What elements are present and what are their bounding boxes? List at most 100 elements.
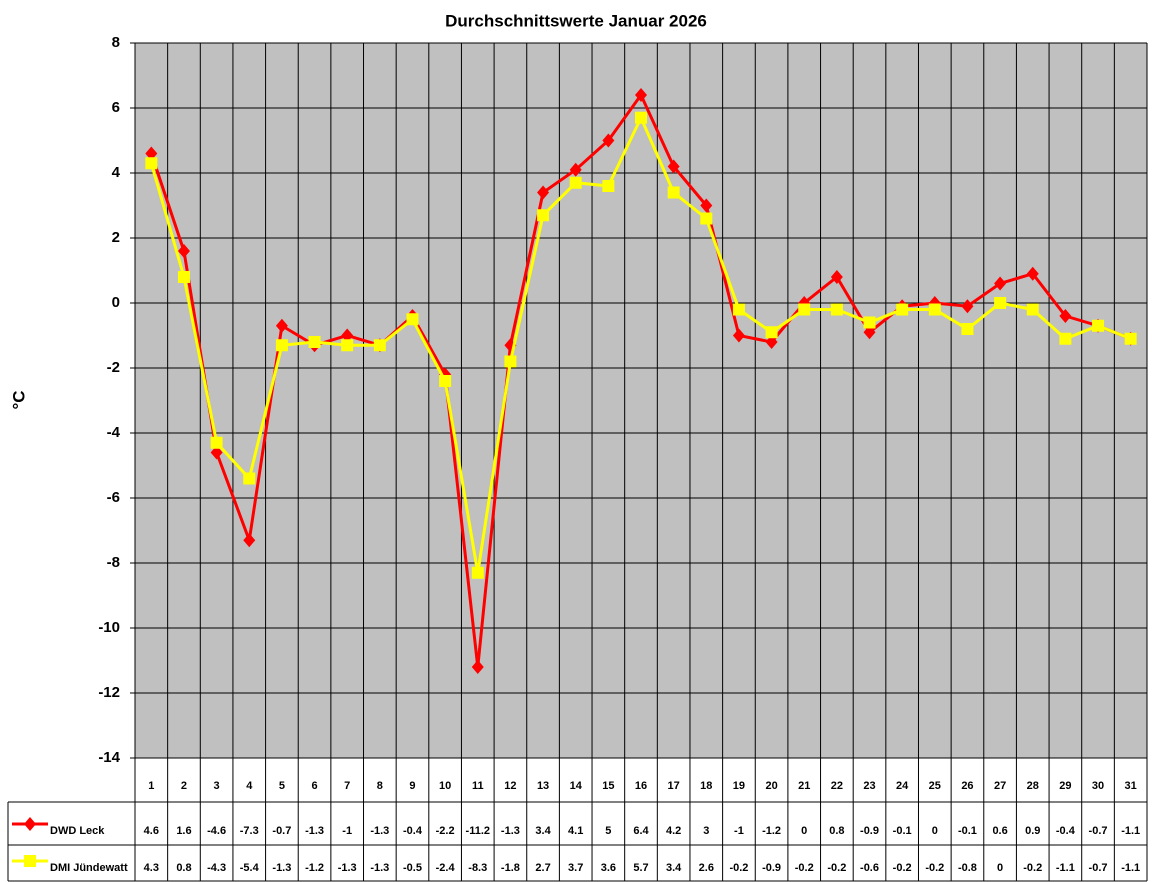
data-point — [863, 316, 876, 329]
data-point — [896, 303, 909, 316]
data-point — [635, 88, 647, 102]
data-point — [24, 855, 36, 867]
data-point — [667, 186, 680, 199]
data-point — [1092, 319, 1105, 332]
x-tick-label: 22 — [831, 780, 843, 792]
table-value: -0.8 — [958, 862, 977, 874]
x-tick-label: 24 — [896, 780, 909, 792]
x-tick-label: 2 — [181, 780, 187, 792]
table-value: -4.3 — [207, 862, 226, 874]
data-point — [373, 339, 386, 352]
chart-title: Durchschnittswerte Januar 2026 — [445, 11, 707, 30]
data-point — [145, 157, 158, 170]
x-tick-label: 7 — [344, 780, 350, 792]
table-value: 5 — [605, 825, 611, 837]
data-point — [1059, 332, 1072, 345]
y-tick-label: 6 — [112, 99, 120, 116]
table-value: 2.6 — [699, 862, 714, 874]
data-point — [830, 270, 843, 284]
table-value: -0.7 — [1089, 825, 1108, 837]
table-value: 3.4 — [666, 862, 682, 874]
table-value: -1.1 — [1056, 862, 1075, 874]
x-tick-label: 27 — [994, 780, 1006, 792]
table-value: 3.6 — [601, 862, 616, 874]
data-point — [798, 303, 811, 316]
table-value: 0.6 — [992, 825, 1007, 837]
table-value: 6.4 — [633, 825, 649, 837]
table-value: 5.7 — [633, 862, 648, 874]
x-tick-label: 16 — [635, 780, 647, 792]
table-value: -0.6 — [860, 862, 879, 874]
table-value: 1.6 — [176, 825, 191, 837]
table-value: -2.2 — [436, 825, 455, 837]
y-tick-label: 4 — [112, 164, 121, 181]
y-tick-label: -6 — [107, 489, 120, 506]
data-point — [210, 436, 223, 449]
data-point — [961, 323, 974, 335]
data-point — [1026, 303, 1039, 316]
plot-area — [135, 43, 1147, 758]
table-value: 3.7 — [568, 862, 583, 874]
table-value: -0.4 — [1056, 825, 1076, 837]
table-value: -0.2 — [893, 862, 912, 874]
x-tick-label: 17 — [668, 780, 680, 792]
data-point — [537, 209, 550, 222]
table-value: -0.4 — [403, 825, 423, 837]
x-tick-label: 12 — [504, 780, 516, 792]
y-tick-label: -4 — [107, 424, 121, 441]
table-value: -0.5 — [403, 862, 422, 874]
data-point — [145, 146, 158, 161]
table-value: -0.7 — [1089, 862, 1108, 874]
data-point — [406, 313, 419, 326]
y-axis-label: °C — [9, 390, 28, 409]
data-point — [994, 297, 1007, 309]
table-value: 0.8 — [829, 825, 844, 837]
y-tick-label: 0 — [112, 294, 120, 311]
y-tick-label: -2 — [107, 359, 120, 376]
x-tick-label: 31 — [1125, 780, 1137, 792]
table-value: -1.2 — [305, 862, 324, 874]
x-tick-label: 14 — [570, 780, 583, 792]
table-value: -1.3 — [370, 825, 389, 837]
data-point — [700, 212, 713, 225]
x-tick-label: 6 — [311, 780, 317, 792]
data-point — [765, 335, 778, 349]
x-tick-label: 13 — [537, 780, 549, 792]
x-tick-label: 1 — [148, 780, 154, 792]
legend-label: DMI Jündewatt — [50, 862, 128, 874]
x-tick-label: 29 — [1059, 780, 1071, 792]
data-point — [275, 318, 288, 333]
y-tick-label: -12 — [98, 684, 120, 701]
data-point — [602, 180, 615, 192]
table-value: -1 — [734, 825, 744, 837]
x-tick-label: 11 — [472, 780, 484, 792]
data-point — [569, 162, 582, 177]
data-point — [732, 328, 745, 343]
table-value: -1.3 — [501, 825, 520, 837]
data-point — [439, 375, 452, 387]
x-tick-label: 18 — [700, 780, 712, 792]
x-tick-label: 21 — [798, 780, 810, 792]
table-value: 3 — [703, 825, 709, 837]
table-value: -0.9 — [860, 825, 879, 837]
table-value: 3.4 — [535, 825, 551, 837]
data-point — [830, 303, 843, 316]
data-point — [863, 325, 876, 340]
x-tick-label: 28 — [1027, 780, 1039, 792]
data-point — [210, 445, 223, 460]
data-point — [635, 111, 647, 124]
table-value: -1.3 — [305, 825, 324, 837]
table-value: -1.2 — [762, 825, 781, 837]
x-tick-label: 25 — [929, 780, 941, 792]
table-value: -1.1 — [1121, 862, 1140, 874]
y-tick-label: -10 — [98, 619, 120, 636]
data-point — [537, 185, 550, 200]
table-value: -0.1 — [893, 825, 912, 837]
data-point — [1124, 332, 1137, 345]
data-point — [243, 533, 256, 548]
table-value: -0.7 — [272, 825, 291, 837]
x-tick-label: 23 — [863, 780, 875, 792]
y-tick-label: 2 — [112, 229, 120, 246]
table-value: -0.2 — [925, 862, 944, 874]
x-tick-label: 15 — [602, 780, 614, 792]
